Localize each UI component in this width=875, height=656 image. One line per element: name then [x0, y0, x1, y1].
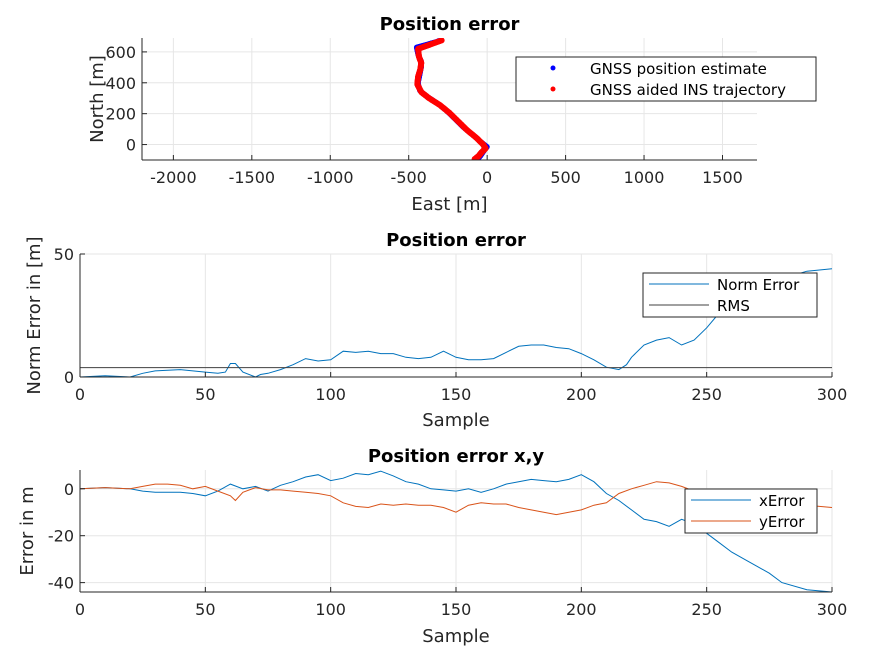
y-axis-label: Error in m [17, 486, 38, 575]
y-tick-label: 0 [64, 368, 74, 387]
legend-entry: xError [691, 492, 805, 510]
x-tick-label: 300 [817, 600, 848, 619]
legend-box [515, 56, 817, 102]
y-tick-label: 400 [105, 74, 136, 93]
x-tick-label: 250 [691, 600, 722, 619]
y-tick-label: 600 [105, 43, 136, 62]
legend-label: GNSS position estimate [590, 60, 767, 78]
x-axis-label: Sample [422, 626, 490, 647]
series-gnss-aided-ins-trajectory [414, 38, 489, 160]
x-tick-label: 150 [441, 385, 472, 404]
y-tick-label: 0 [126, 136, 136, 155]
x-tick-label: 100 [315, 385, 346, 404]
x-tick-label: 200 [566, 600, 597, 619]
x-tick-label: 50 [195, 600, 215, 619]
chart-title: Position error [386, 230, 526, 251]
legend-label: RMS [717, 297, 750, 315]
legend-entry: yError [691, 513, 805, 531]
x-tick-label: 500 [550, 168, 581, 187]
x-tick-label: -2000 [150, 168, 197, 187]
series-yerror-line [80, 481, 832, 516]
chart-3: 0 50 100 150 200 250 300 -40 -20 0 Position error … [17, 446, 847, 647]
x-tick-label: 300 [817, 385, 848, 404]
y-tick-label: 200 [105, 105, 136, 124]
legend: xError yError [684, 488, 818, 534]
legend: GNSS position estimate GNSS aided INS tra… [515, 56, 817, 102]
y-tick-label: -40 [48, 574, 74, 593]
y-axis-label: Norm Error in [m] [24, 236, 45, 394]
y-tick-label: 0 [64, 480, 74, 499]
x-tick-label: -1500 [229, 168, 276, 187]
x-tick-label: 0 [75, 600, 85, 619]
chart-2: 0 50 100 150 200 250 300 0 50 Position error Sampl… [24, 230, 847, 431]
legend-label: GNSS aided INS trajectory [590, 81, 786, 99]
x-tick-label: -1000 [307, 168, 354, 187]
x-tick-label: 50 [195, 385, 215, 404]
x-axis-label: Sample [422, 410, 490, 431]
x-tick-label: 1000 [624, 168, 665, 187]
legend-box [642, 272, 818, 318]
x-tick-label: 100 [315, 600, 346, 619]
x-axis-label: East [m] [411, 194, 487, 215]
data-point [438, 38, 445, 44]
legend-entry: RMS [649, 297, 750, 315]
x-tick-label: 250 [691, 385, 722, 404]
chart-1: -2000 -1500 -1000 -500 0 500 1000 1500 0 200 400 60… [87, 14, 817, 215]
x-tick-label: -500 [391, 168, 427, 187]
y-tick-label: -20 [48, 527, 74, 546]
legend-marker [550, 86, 556, 92]
x-tick-label: 150 [441, 600, 472, 619]
legend-entry: GNSS position estimate [550, 60, 767, 78]
legend-label: xError [759, 492, 805, 510]
y-axis-label: North [m] [87, 55, 108, 143]
legend: Norm Error RMS [642, 272, 818, 318]
legend-marker [550, 65, 556, 71]
plot-area [413, 38, 490, 160]
x-tick-label: 0 [482, 168, 492, 187]
x-tick-label: 0 [75, 385, 85, 404]
x-tick-label: 1500 [702, 168, 743, 187]
legend-label: yError [759, 513, 805, 531]
y-tick-label: 50 [54, 245, 74, 264]
chart-title: Position error x,y [368, 446, 545, 467]
plot-area [80, 268, 832, 377]
x-tick-label: 200 [566, 385, 597, 404]
legend-label: Norm Error [717, 276, 800, 294]
legend-entry: Norm Error [649, 276, 800, 294]
legend-entry: GNSS aided INS trajectory [550, 81, 786, 99]
legend-box [684, 488, 818, 534]
chart-title: Position error [380, 14, 520, 35]
